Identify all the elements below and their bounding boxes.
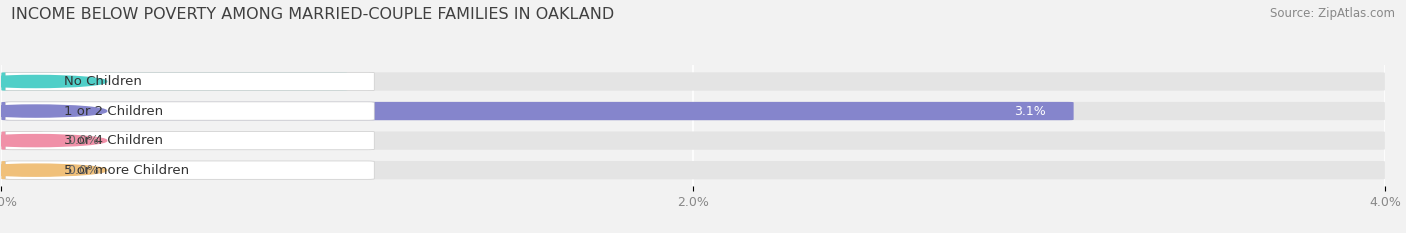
Text: 1 or 2 Children: 1 or 2 Children (63, 105, 163, 117)
FancyBboxPatch shape (1, 102, 1385, 120)
Circle shape (0, 164, 107, 176)
FancyBboxPatch shape (1, 102, 1074, 120)
FancyBboxPatch shape (1, 161, 44, 179)
FancyBboxPatch shape (6, 102, 374, 120)
FancyBboxPatch shape (1, 161, 1385, 179)
Text: 3 or 4 Children: 3 or 4 Children (63, 134, 163, 147)
Circle shape (0, 105, 107, 117)
Text: 0.0%: 0.0% (67, 164, 98, 177)
Text: 5 or more Children: 5 or more Children (63, 164, 188, 177)
FancyBboxPatch shape (1, 72, 1385, 91)
Circle shape (0, 75, 107, 88)
Text: No Children: No Children (63, 75, 142, 88)
Text: 0.0%: 0.0% (67, 134, 98, 147)
FancyBboxPatch shape (6, 72, 374, 91)
FancyBboxPatch shape (6, 131, 374, 150)
Text: Source: ZipAtlas.com: Source: ZipAtlas.com (1270, 7, 1395, 20)
Text: INCOME BELOW POVERTY AMONG MARRIED-COUPLE FAMILIES IN OAKLAND: INCOME BELOW POVERTY AMONG MARRIED-COUPL… (11, 7, 614, 22)
Text: 3.1%: 3.1% (1014, 105, 1046, 117)
FancyBboxPatch shape (1, 131, 1385, 150)
FancyBboxPatch shape (6, 161, 374, 179)
Text: 1.0%: 1.0% (288, 75, 319, 88)
FancyBboxPatch shape (1, 72, 347, 91)
FancyBboxPatch shape (1, 131, 44, 150)
Circle shape (0, 134, 107, 147)
